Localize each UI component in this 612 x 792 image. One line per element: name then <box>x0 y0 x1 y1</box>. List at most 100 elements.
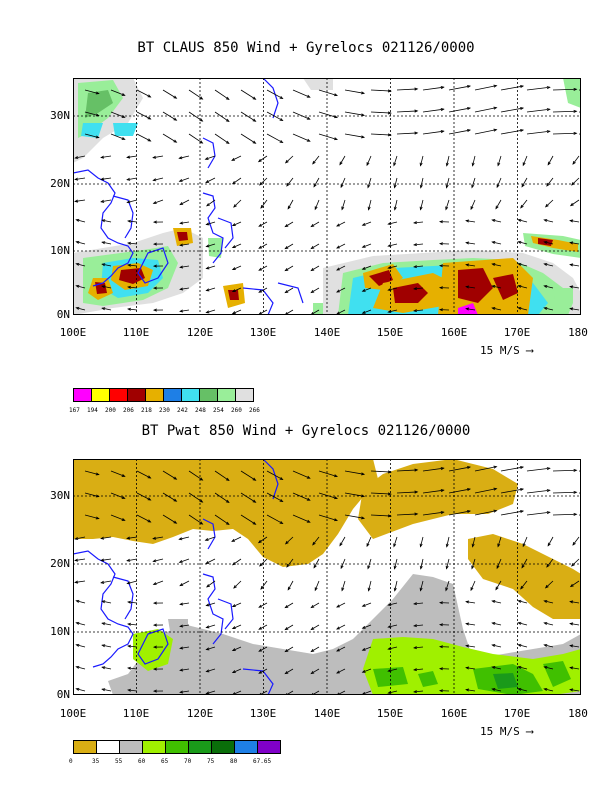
wind-vector-head <box>336 670 340 674</box>
wind-vector-head <box>445 206 449 211</box>
panel1-colorbar-label: 230 <box>159 407 170 414</box>
wind-vector <box>179 199 190 205</box>
wind-vector <box>336 243 346 249</box>
wind-vector-head <box>471 184 475 189</box>
wind-vector <box>474 466 497 472</box>
wind-vector <box>258 155 268 162</box>
wind-vector-head <box>438 623 443 627</box>
wind-vector <box>544 622 554 626</box>
wind-vector <box>496 177 502 188</box>
panel2-ref-vector-text: 15 M/S <box>480 725 520 738</box>
wind-vector <box>518 219 528 223</box>
wind-vector-head <box>336 223 340 227</box>
wind-vector-head <box>569 202 574 207</box>
wind-vector <box>102 622 112 626</box>
wind-vector-head <box>440 108 445 112</box>
wind-vector <box>362 668 372 673</box>
wind-vector <box>420 199 424 210</box>
wind-vector-head <box>569 241 574 245</box>
wind-vector <box>552 132 577 135</box>
wind-vector-head <box>336 626 340 630</box>
wind-vector-head <box>521 183 525 188</box>
panel2-colorbar-label: 70 <box>184 758 192 765</box>
wind-vector <box>285 265 294 271</box>
wind-vector <box>422 108 444 113</box>
wind-vector <box>311 602 320 608</box>
wind-vector-head <box>287 205 291 210</box>
wind-vector <box>394 177 398 188</box>
panel2-colorbar-label: 75 <box>207 758 215 765</box>
wind-vector <box>396 513 418 516</box>
wind-vector <box>128 623 138 626</box>
wind-vector <box>492 666 502 670</box>
wind-vector-head <box>387 492 392 496</box>
wind-vector-head <box>336 604 340 608</box>
wind-vector-head <box>152 308 157 312</box>
wind-vector-head <box>387 111 392 115</box>
wind-vector-head <box>173 520 178 524</box>
wind-vector-head <box>569 666 574 670</box>
panel2-pwat-shading <box>73 459 581 695</box>
wind-vector <box>240 89 256 100</box>
wind-vector-head <box>572 541 576 546</box>
wind-vector-head <box>387 669 392 673</box>
wind-vector <box>84 89 99 94</box>
wind-vector <box>571 177 580 186</box>
wind-vector-head <box>543 285 548 288</box>
wind-vector <box>396 110 418 113</box>
wind-vector-head <box>438 308 443 312</box>
wind-vector-head <box>467 107 472 111</box>
wind-vector-head <box>233 204 237 208</box>
wind-vector <box>240 492 256 503</box>
wind-vector-head <box>413 624 418 628</box>
wind-vector-head <box>495 586 499 591</box>
wind-vector <box>206 243 216 247</box>
wind-vector-head <box>413 243 418 247</box>
wind-vector-head <box>179 202 184 206</box>
wind-vector <box>370 89 391 92</box>
wind-vector <box>214 89 230 100</box>
wind-vector <box>526 86 550 91</box>
wind-vector <box>388 624 398 628</box>
wind-vector <box>75 536 86 540</box>
wind-vector-head <box>231 289 236 293</box>
wind-vector-head <box>366 162 370 167</box>
wind-vector <box>127 536 138 539</box>
wind-vector-head <box>152 536 157 540</box>
wind-vector <box>422 130 444 135</box>
wind-vector <box>153 558 164 562</box>
wind-vector <box>179 580 190 586</box>
panel2-lon-170e: 170E <box>503 707 531 720</box>
wind-vector <box>414 646 424 649</box>
wind-vector-head <box>471 565 475 570</box>
wind-vector <box>492 219 502 223</box>
wind-vector <box>180 668 190 671</box>
wind-vector <box>370 514 391 517</box>
wind-vector-head <box>152 264 157 268</box>
panel2-map <box>73 459 581 695</box>
wind-vector-head <box>75 621 80 625</box>
wind-vector-head <box>284 267 289 272</box>
wind-vector-head <box>173 95 178 99</box>
wind-vector-head <box>284 245 289 250</box>
wind-vector-head <box>413 602 418 606</box>
wind-vector-head <box>440 467 445 471</box>
wind-vector <box>495 580 502 590</box>
wind-vector-head <box>314 206 318 211</box>
wind-vector-head <box>306 116 311 120</box>
wind-vector-head <box>74 177 79 181</box>
wind-vector-head <box>101 688 106 692</box>
wind-vector <box>110 514 125 521</box>
wind-vector <box>572 536 580 546</box>
wind-vector <box>240 514 256 525</box>
wind-vector <box>128 286 138 289</box>
wind-vector-head <box>231 311 236 315</box>
wind-vector <box>396 469 418 472</box>
wind-vector-head <box>419 206 423 211</box>
wind-vector <box>497 155 502 166</box>
wind-vector-head <box>100 558 105 562</box>
wind-vector <box>388 221 398 225</box>
wind-vector-head <box>284 289 289 294</box>
wind-vector <box>318 514 338 521</box>
wind-vector <box>285 221 294 227</box>
